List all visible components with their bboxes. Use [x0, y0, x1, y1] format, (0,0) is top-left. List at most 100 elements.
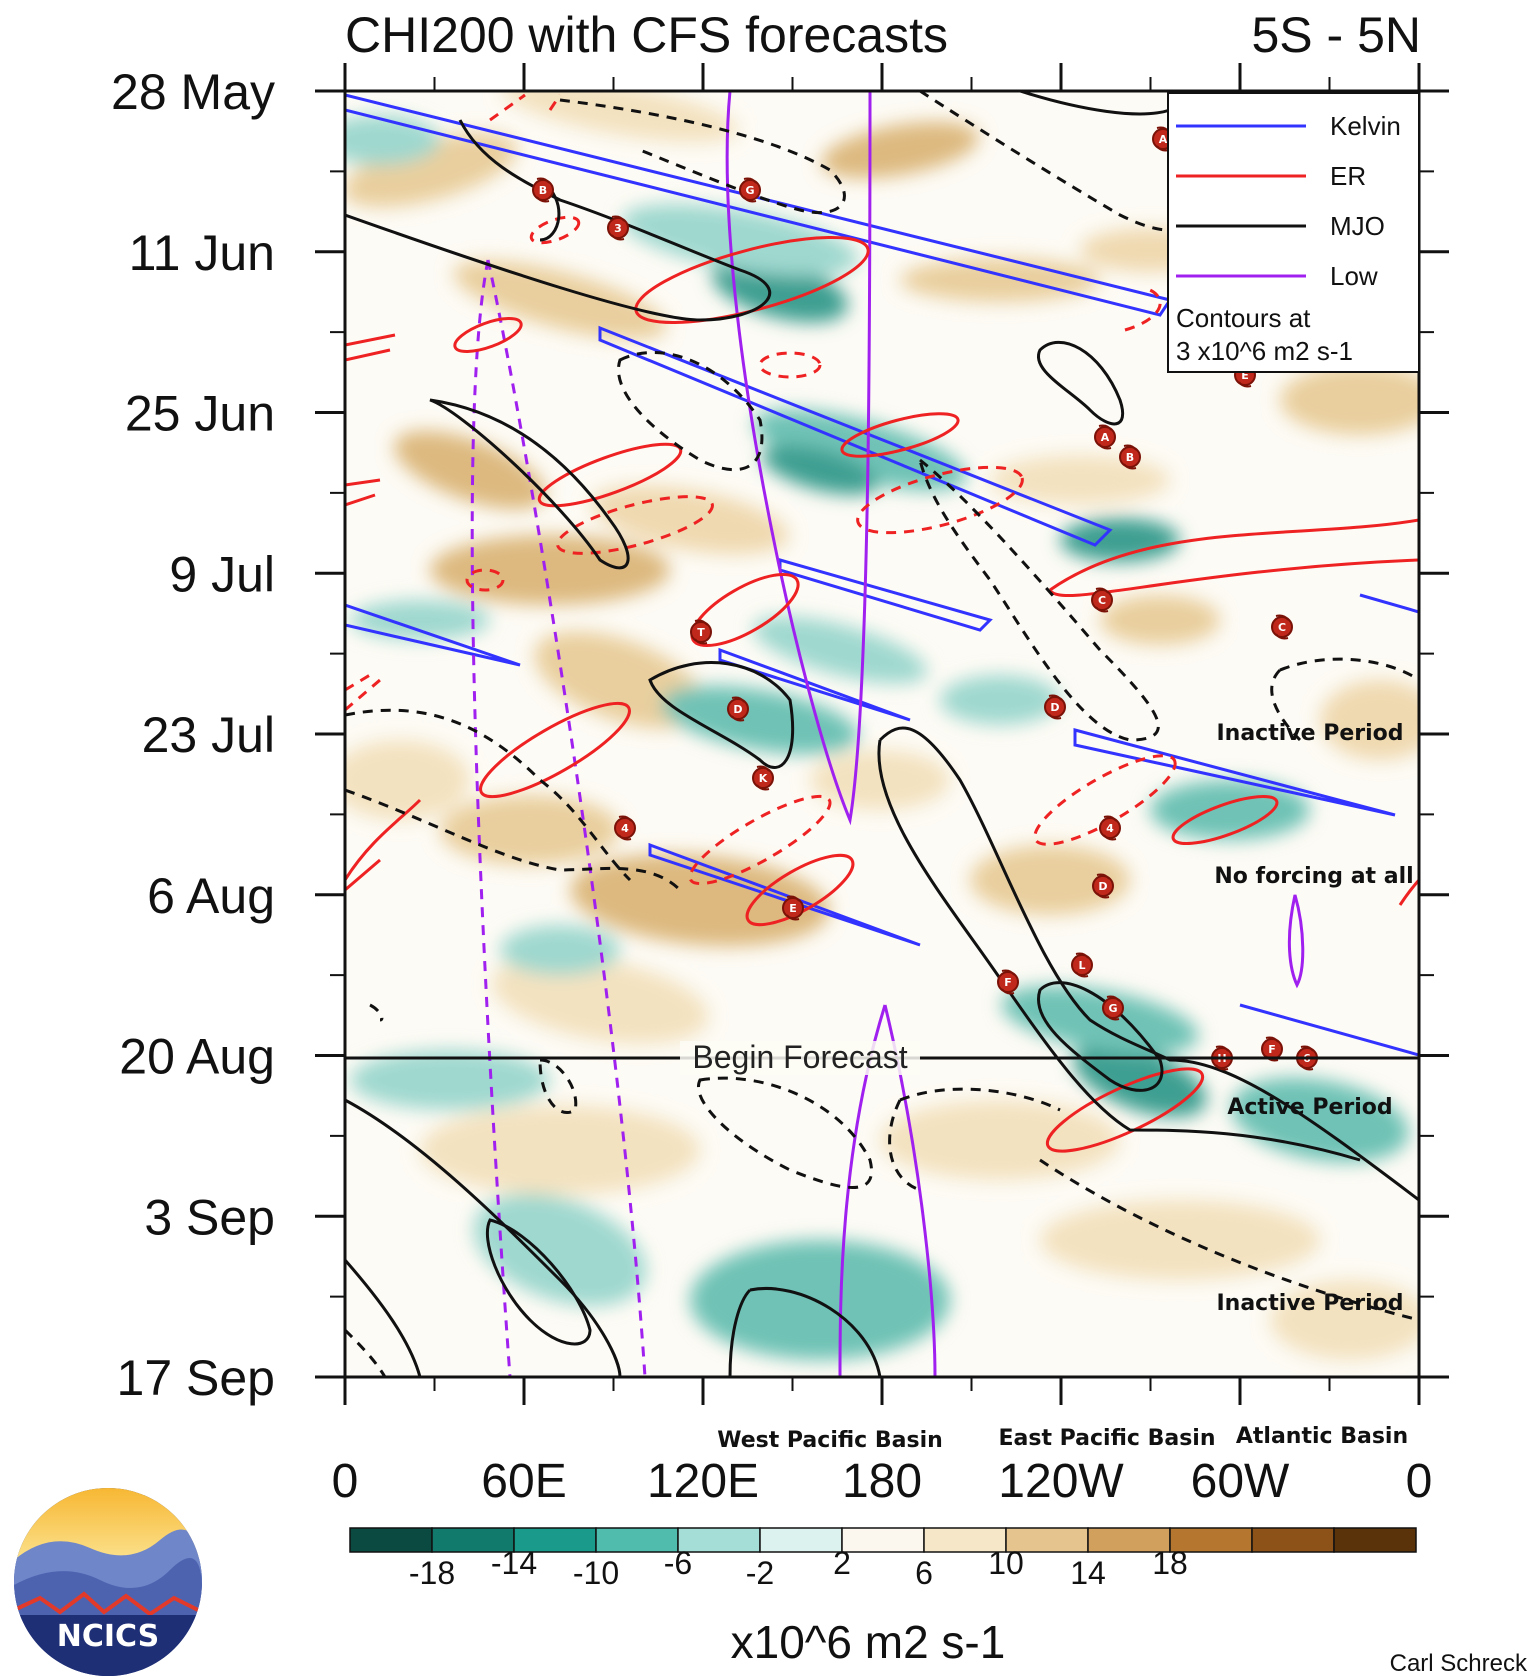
legend-label: ER	[1330, 161, 1366, 191]
storm-marker-label: G	[745, 184, 754, 197]
contour-line	[345, 708, 632, 882]
contour-line	[486, 259, 647, 1377]
colorbar-tick-label: 6	[915, 1555, 933, 1591]
field-positive	[491, 956, 709, 1044]
contour-line	[634, 236, 870, 324]
y-tick-label: 17 Sep	[117, 1350, 275, 1406]
storm-marker-label: L	[1078, 959, 1085, 972]
contour-line	[1239, 1003, 1419, 1057]
field-positive	[453, 260, 667, 340]
legend-items: Kelvin ER MJO Low	[1176, 111, 1401, 291]
field-positive	[430, 535, 670, 605]
storm-marker-label: K	[759, 772, 768, 785]
contour-line	[470, 259, 512, 1377]
field-positive	[1100, 595, 1220, 645]
legend-note-line1: Contours at	[1176, 303, 1311, 333]
contour-line	[878, 726, 1419, 1202]
contour-line	[429, 398, 630, 570]
storm-marker-label: B	[539, 184, 547, 197]
colorbar-tick-label: 14	[1070, 1555, 1106, 1591]
y-tick-label: 20 Aug	[119, 1029, 275, 1085]
contour-line	[728, 1287, 882, 1377]
contour-line	[1019, 91, 1171, 116]
storm-marker-label: C	[1098, 594, 1106, 607]
storm-marker-label: D	[733, 703, 742, 716]
contour-line	[345, 1259, 422, 1377]
field-positive	[420, 1105, 700, 1195]
field-negative	[350, 1050, 550, 1110]
annotation-no-forcing: No forcing at all	[1214, 864, 1413, 889]
contour-line	[345, 788, 682, 892]
storm-marker: 3	[607, 215, 629, 241]
colorbar: -18 -14 -10 -6 -2 2 6 10 14 18	[349, 1527, 1417, 1591]
x-tick-label: 60E	[481, 1455, 566, 1508]
contour-line	[556, 495, 714, 555]
storm-marker-label: G	[1108, 1002, 1117, 1015]
storm-marker: L	[1071, 952, 1093, 978]
storm-marker-label: 4	[1106, 822, 1114, 835]
ncics-logo: NCICS	[14, 1488, 202, 1676]
forecast-label: Begin Forecast	[692, 1039, 907, 1075]
contour-line	[1073, 728, 1396, 817]
storm-marker-label: 4	[621, 822, 629, 835]
colorbar-swatch	[1251, 1527, 1335, 1553]
storm-marker: 4	[1099, 815, 1121, 841]
colorbar-swatch	[841, 1527, 925, 1553]
storm-marker: A	[1094, 424, 1116, 450]
y-tick-label: 23 Jul	[142, 707, 275, 763]
legend-box	[1167, 92, 1420, 373]
storm-marker-label: T	[697, 626, 705, 639]
storm-marker-label: A	[1101, 431, 1110, 444]
field-negative	[661, 685, 859, 755]
contour-line	[745, 853, 855, 927]
field-negative	[761, 445, 879, 495]
storm-marker: G	[739, 177, 761, 203]
colorbar-tick-label: -18	[409, 1555, 455, 1591]
colorbar-swatch	[759, 1527, 843, 1553]
storm-marker: G	[1102, 995, 1124, 1021]
y-tick-label: 3 Sep	[144, 1189, 275, 1245]
y-tick-label: 6 Aug	[147, 868, 275, 924]
x-tick-label: 60W	[1191, 1455, 1290, 1508]
contour-line	[345, 333, 396, 362]
contour-line	[919, 91, 1169, 232]
contour-line	[856, 465, 1024, 535]
basin-label-west-pacific: West Pacific Basin	[717, 1428, 943, 1453]
credit-label: Carl Schreck	[1390, 1650, 1528, 1677]
contour-layer	[345, 91, 1419, 1377]
storm-marker: C	[1091, 587, 1113, 613]
contour-line	[648, 842, 921, 947]
contour-line	[1124, 288, 1162, 332]
colorbar-swatch	[1005, 1527, 1089, 1553]
contour-line	[345, 603, 521, 667]
contour-line	[725, 91, 872, 826]
storm-marker: T	[690, 619, 712, 645]
colorbar-tick-label: 10	[988, 1545, 1024, 1581]
storm-marker-label: D	[1098, 880, 1107, 893]
contour-line	[877, 739, 1361, 1162]
y-tick-label: 28 May	[111, 64, 275, 120]
storm-marker: F	[997, 969, 1019, 995]
contour-line	[345, 673, 381, 712]
storm-marker-label: E	[789, 902, 797, 915]
contour-line	[840, 412, 960, 458]
contour-line	[345, 478, 381, 507]
colorbar-unit-label: x10^6 m2 s-1	[731, 1616, 1006, 1668]
colorbar-tick-label: -10	[573, 1555, 619, 1591]
x-tick-label: 120E	[647, 1455, 759, 1508]
field-negative	[500, 925, 620, 975]
annotation-active-period: Active Period	[1227, 1095, 1392, 1120]
forecast-label-bg	[680, 1041, 920, 1075]
contour-line	[559, 98, 846, 215]
field-negative	[1150, 780, 1310, 840]
field-negative	[1060, 518, 1180, 562]
storm-marker: E	[782, 895, 804, 921]
contour-line	[1048, 518, 1419, 598]
storm-marker: B	[532, 177, 554, 203]
contour-line	[489, 93, 562, 122]
contour-line	[758, 351, 822, 379]
contour-line	[369, 1003, 384, 1022]
storm-marker-label: 3	[614, 222, 622, 235]
field-negative	[940, 675, 1060, 725]
field-positive	[394, 430, 546, 510]
